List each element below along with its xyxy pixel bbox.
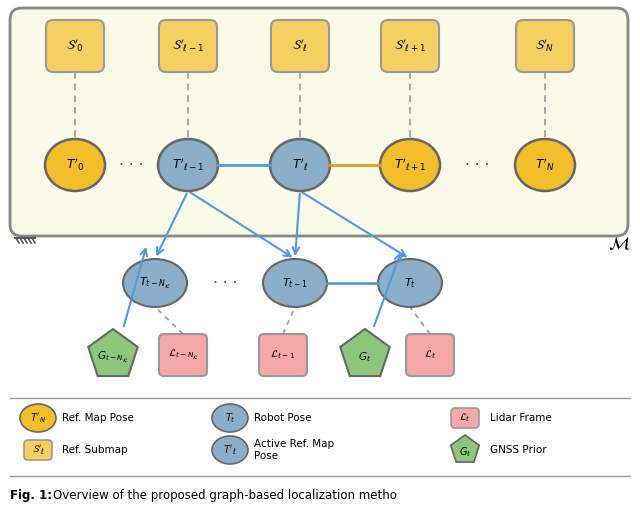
Text: $\mathcal{S}'_\ell$: $\mathcal{S}'_\ell$: [292, 37, 308, 54]
Ellipse shape: [212, 404, 248, 432]
Text: $\mathcal{S}'_{\ell+1}$: $\mathcal{S}'_{\ell+1}$: [394, 37, 426, 54]
FancyBboxPatch shape: [406, 334, 454, 376]
Text: $\mathcal{M}$: $\mathcal{M}$: [607, 235, 630, 253]
Ellipse shape: [378, 259, 442, 307]
Polygon shape: [88, 329, 138, 376]
Text: $T_t$: $T_t$: [404, 276, 416, 290]
Text: · · ·: · · ·: [119, 158, 144, 173]
Text: $T'_\ell$: $T'_\ell$: [223, 443, 237, 457]
Ellipse shape: [263, 259, 327, 307]
Text: $\mathcal{L}_t$: $\mathcal{L}_t$: [424, 348, 436, 361]
FancyBboxPatch shape: [381, 20, 439, 72]
Text: $\mathcal{L}_{t-N_{\mathcal{K}}}$: $\mathcal{L}_{t-N_{\mathcal{K}}}$: [168, 348, 198, 362]
FancyBboxPatch shape: [271, 20, 329, 72]
FancyBboxPatch shape: [159, 20, 217, 72]
Ellipse shape: [515, 139, 575, 191]
Text: $T'_\ell$: $T'_\ell$: [292, 157, 308, 173]
Text: $T'_{\ell+1}$: $T'_{\ell+1}$: [394, 157, 426, 173]
Polygon shape: [451, 435, 479, 462]
Text: $\mathcal{S}'_N$: $\mathcal{S}'_N$: [536, 37, 555, 54]
Text: · · ·: · · ·: [213, 276, 237, 291]
Ellipse shape: [380, 139, 440, 191]
Text: $T'_N$: $T'_N$: [535, 157, 555, 173]
Text: $T_t$: $T_t$: [225, 411, 236, 425]
Text: $T_{t-1}$: $T_{t-1}$: [282, 276, 308, 290]
FancyBboxPatch shape: [46, 20, 104, 72]
Polygon shape: [340, 329, 390, 376]
Text: GNSS Prior: GNSS Prior: [490, 445, 547, 455]
Text: Ref. Map Pose: Ref. Map Pose: [62, 413, 134, 423]
Text: $G_{t-N_{\mathcal{K}}}$: $G_{t-N_{\mathcal{K}}}$: [97, 349, 129, 365]
Text: $T'_0$: $T'_0$: [66, 157, 84, 173]
Text: Overview of the proposed graph-based localization metho: Overview of the proposed graph-based loc…: [53, 488, 397, 501]
Text: $T'_N$: $T'_N$: [30, 411, 46, 425]
Text: Robot Pose: Robot Pose: [254, 413, 312, 423]
FancyBboxPatch shape: [159, 334, 207, 376]
Ellipse shape: [20, 404, 56, 432]
Text: $\mathcal{L}_{t-1}$: $\mathcal{L}_{t-1}$: [271, 348, 296, 361]
Ellipse shape: [158, 139, 218, 191]
Text: $\mathcal{S}'_{\ell-1}$: $\mathcal{S}'_{\ell-1}$: [172, 37, 204, 54]
Text: $G_t$: $G_t$: [459, 445, 471, 459]
Ellipse shape: [45, 139, 105, 191]
Text: $\mathcal{S}'_\ell$: $\mathcal{S}'_\ell$: [31, 443, 44, 457]
Ellipse shape: [212, 436, 248, 464]
Text: Lidar Frame: Lidar Frame: [490, 413, 552, 423]
Text: $T'_{\ell-1}$: $T'_{\ell-1}$: [172, 157, 204, 173]
Text: Ref. Submap: Ref. Submap: [62, 445, 127, 455]
Text: Fig. 1:: Fig. 1:: [10, 488, 52, 501]
FancyBboxPatch shape: [10, 8, 628, 236]
Text: Active Ref. Map
Pose: Active Ref. Map Pose: [254, 439, 334, 461]
Text: $\mathcal{L}_t$: $\mathcal{L}_t$: [459, 412, 471, 424]
Text: $T_{t-N_{\mathcal{K}}}$: $T_{t-N_{\mathcal{K}}}$: [140, 276, 171, 291]
Text: $\mathcal{S}'_0$: $\mathcal{S}'_0$: [66, 37, 84, 54]
FancyBboxPatch shape: [259, 334, 307, 376]
Ellipse shape: [123, 259, 187, 307]
Ellipse shape: [270, 139, 330, 191]
FancyBboxPatch shape: [451, 408, 479, 428]
FancyBboxPatch shape: [516, 20, 574, 72]
Text: $G_t$: $G_t$: [358, 350, 372, 364]
Text: · · ·: · · ·: [465, 158, 490, 173]
FancyBboxPatch shape: [24, 440, 52, 460]
